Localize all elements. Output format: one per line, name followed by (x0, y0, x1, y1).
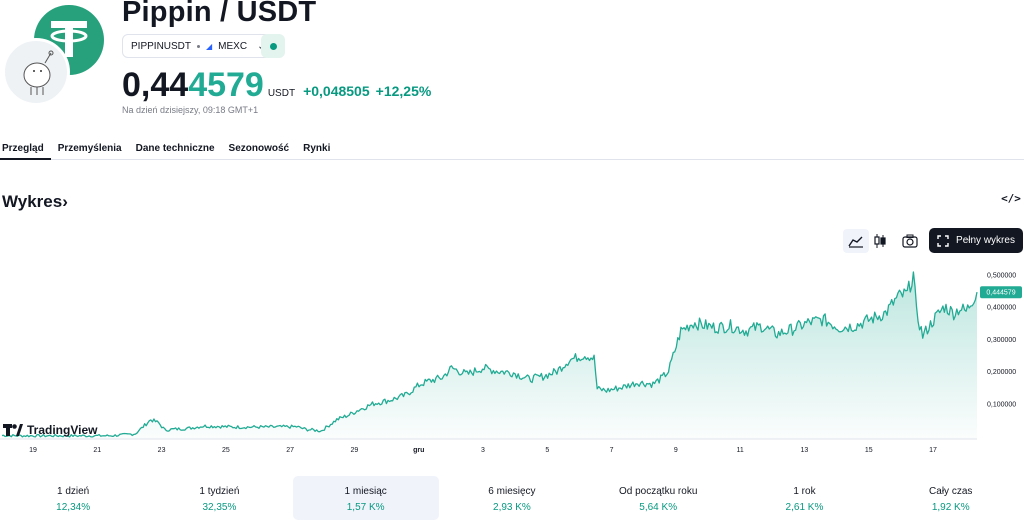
separator-dot (197, 44, 201, 48)
period-label: 1 miesiąc (344, 486, 387, 497)
chevron-right-icon: › (62, 192, 68, 211)
candles-icon (874, 234, 886, 248)
chart-section-label: Wykres (2, 192, 63, 211)
price-timestamp: Na dzień dzisiejszy, 09:18 GMT+1 (122, 105, 259, 115)
tradingview-logo[interactable]: TradingView (3, 423, 97, 437)
tab-markets[interactable]: Rynki (303, 143, 331, 154)
period-value: 2,93 K% (493, 502, 531, 513)
x-tick-label: 15 (865, 447, 873, 454)
price-display: 0,44 4579 USDT +0,048505 +12,25% (122, 66, 431, 104)
period-6m[interactable]: 6 miesięcy 2,93 K% (439, 476, 585, 520)
tab-seasonality[interactable]: Sezonowość (228, 143, 290, 154)
area-chart-button[interactable] (843, 229, 869, 253)
period-value: 12,34% (56, 502, 91, 513)
price-area-fill (2, 272, 977, 439)
full-chart-button[interactable]: Pełny wykres (929, 228, 1023, 253)
x-tick-label: 25 (222, 447, 230, 454)
x-tick-label: 19 (29, 447, 37, 454)
x-tick-label: 23 (158, 447, 166, 454)
performance-periods: 1 dzień 12,34% 1 tydzień 32,35% 1 miesią… (0, 476, 1024, 520)
y-tick-label: 0,100000 (987, 401, 1016, 408)
y-tick-label: 0,300000 (987, 337, 1016, 344)
x-tick-label: 21 (93, 447, 101, 454)
fullscreen-icon (937, 234, 949, 247)
period-label: 1 dzień (57, 486, 90, 497)
price-change: +0,048505 (303, 83, 370, 99)
tradingview-icon (3, 424, 23, 436)
symbol-logo (0, 0, 105, 110)
tab-ideas[interactable]: Przemyślenia (57, 143, 122, 154)
x-tick-label: 9 (674, 447, 678, 454)
x-tick-label: 29 (351, 447, 359, 454)
exchange-icon: ◢ (206, 41, 213, 51)
tab-overview[interactable]: Przegląd (0, 136, 51, 160)
y-tick-label: 0,500000 (987, 272, 1016, 279)
tradingview-wordmark: TradingView (27, 423, 98, 437)
price-currency: USDT (267, 88, 296, 99)
price-line (1, 271, 978, 438)
period-value: 5,64 K% (639, 502, 678, 513)
snapshot-button[interactable] (897, 229, 923, 253)
period-1y[interactable]: 1 rok 2,61 K% (731, 476, 877, 520)
camera-icon (902, 234, 918, 248)
x-tick-label: 27 (286, 447, 294, 454)
pippin-logo (2, 38, 70, 106)
area-chart-icon (848, 236, 863, 248)
price-tail: 4579 (188, 66, 264, 104)
period-1d[interactable]: 1 dzień 12,34% (0, 476, 146, 520)
period-1w[interactable]: 1 tydzień 32,35% (146, 476, 292, 520)
tab-technicals[interactable]: Dane techniczne (135, 143, 215, 154)
period-value: 1,57 K% (346, 502, 385, 513)
period-label: 6 miesięcy (488, 486, 536, 497)
period-label: 1 rok (793, 486, 816, 497)
exchange-label: MEXC (218, 40, 248, 52)
period-ytd[interactable]: Od początku roku 5,64 K% (585, 476, 731, 520)
x-tick-label: 13 (801, 447, 809, 454)
period-value: 2,61 K% (785, 502, 824, 513)
period-value: 1,92 K% (931, 502, 970, 513)
last-price-label: 0,444579 (986, 290, 1015, 297)
y-tick-label: 0,200000 (987, 369, 1016, 376)
y-tick-label: 0,400000 (987, 305, 1016, 312)
candles-button[interactable] (867, 229, 893, 253)
period-label: Cały czas (929, 486, 973, 497)
market-status-icon[interactable] (261, 34, 285, 58)
period-value: 32,35% (202, 502, 237, 513)
last-price-tag (980, 286, 1022, 299)
period-1m[interactable]: 1 miesiąc 1,57 K% (292, 476, 439, 520)
price-chart[interactable]: 19 21 23 25 27 29 gru 3 5 7 9 11 13 15 17 0,100000 0,20… (0, 255, 1024, 460)
symbol-tabs: Przegląd Przemyślenia Dane techniczne Se… (0, 136, 1024, 160)
embed-code-button[interactable]: </> (1001, 192, 1021, 205)
price-main: 0,44 (122, 66, 189, 104)
page-title: Pippin / USDT (122, 0, 317, 28)
x-tick-label: 3 (481, 447, 485, 454)
x-tick-label: 11 (737, 447, 744, 454)
x-tick-label: 17 (929, 447, 937, 454)
chart-section-title[interactable]: Wykres› (2, 192, 68, 212)
period-label: Od początku roku (619, 486, 698, 497)
symbol-label: PIPPINUSDT (131, 40, 192, 52)
symbol-exchange-selector[interactable]: PIPPINUSDT ◢ MEXC ⌄ (122, 34, 275, 58)
full-chart-label: Pełny wykres (956, 235, 1015, 246)
x-tick-label: 5 (545, 447, 549, 454)
period-label: 1 tydzień (199, 486, 240, 497)
x-tick-label: gru (413, 447, 424, 454)
x-tick-label: 7 (610, 447, 614, 454)
price-change-percent: +12,25% (375, 83, 432, 99)
period-all[interactable]: Cały czas 1,92 K% (878, 476, 1024, 520)
